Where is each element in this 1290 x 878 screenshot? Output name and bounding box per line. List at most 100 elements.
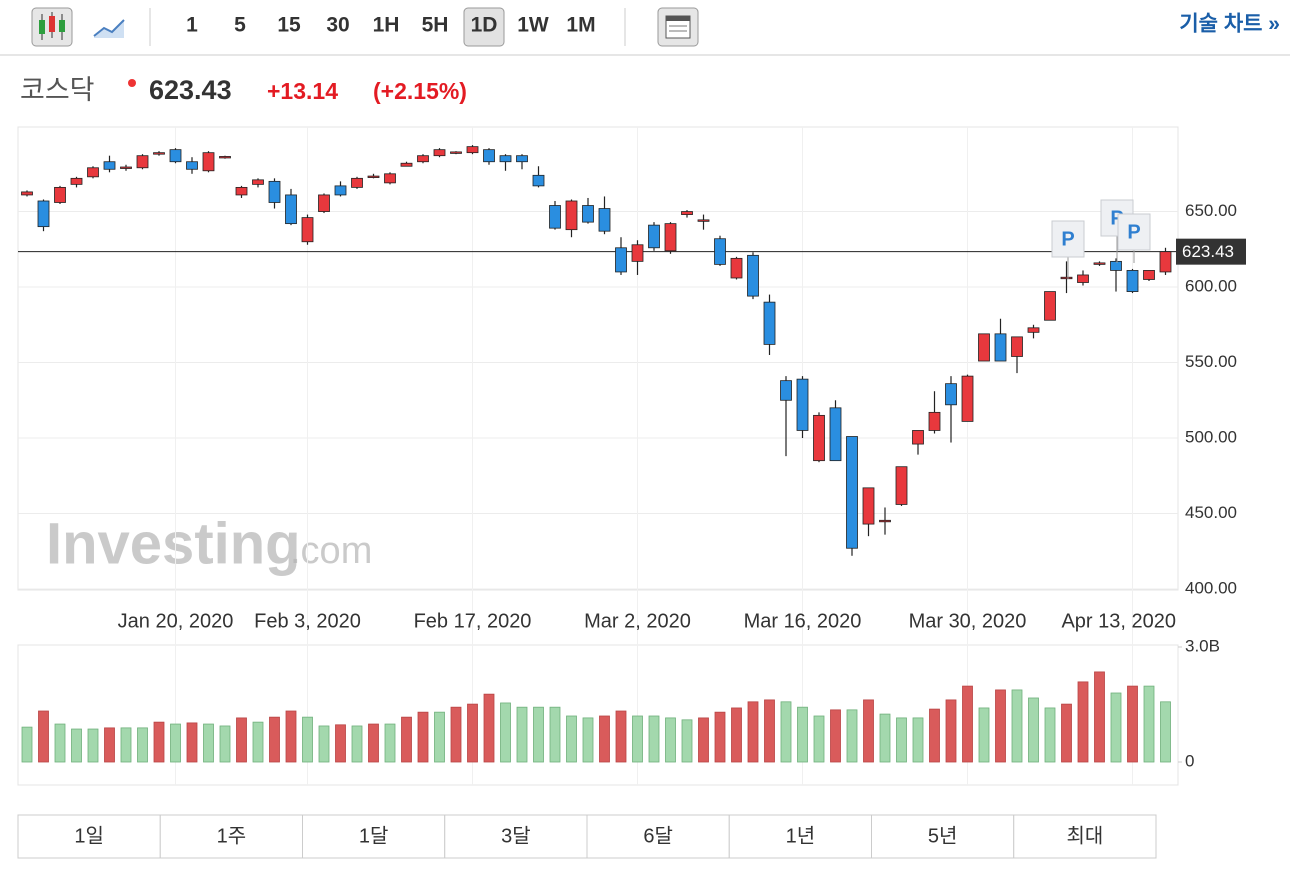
range-label[interactable]: 1일 (74, 824, 104, 847)
candle-body (763, 301, 776, 345)
candle-body (829, 407, 842, 462)
candle-body (202, 152, 215, 172)
candle-body (219, 156, 231, 159)
range-button[interactable] (17, 814, 161, 859)
x-tick-label: Mar 30, 2020 (909, 610, 1027, 632)
range-button[interactable] (1013, 814, 1157, 859)
marker-flag[interactable] (1051, 220, 1085, 258)
candle-body (648, 224, 660, 249)
volume-bar (500, 702, 511, 763)
volume-bar (632, 715, 643, 763)
candle-icon[interactable] (31, 7, 73, 47)
change-percent: (+2.15%) (373, 78, 467, 104)
interval-button[interactable]: 15 (277, 14, 301, 37)
candle-body (697, 219, 710, 222)
range-label[interactable]: 1주 (217, 825, 247, 847)
volume-bar (813, 715, 825, 763)
candle-body (87, 167, 99, 178)
candle-body (301, 217, 314, 243)
candle-body (846, 436, 858, 549)
watermark: Investing .com (46, 511, 372, 576)
y-tick-label: 600.00 (1185, 277, 1237, 296)
volume-bar (1028, 697, 1039, 763)
volume-bar (1044, 707, 1056, 763)
candle-body (928, 411, 941, 431)
candle-body (483, 149, 495, 163)
volume-bar (945, 699, 957, 763)
range-button[interactable] (871, 814, 1015, 859)
volume-bar (384, 723, 396, 763)
interval-button[interactable]: 5 (234, 14, 246, 37)
x-tick-label: Feb 17, 2020 (414, 610, 532, 632)
candle-body (334, 185, 347, 196)
volume-bar (1061, 703, 1072, 763)
live-dot (128, 79, 136, 87)
y-tick-label: 500.00 (1185, 428, 1237, 447)
y-tick-label: 400.00 (1185, 578, 1237, 597)
y-tick-label: 450.00 (1185, 503, 1237, 522)
range-label[interactable]: 1년 (786, 824, 816, 847)
volume-bar (516, 706, 528, 763)
candle-body (1110, 260, 1122, 271)
technical-chart-link[interactable]: 기술 차트 » (1179, 13, 1280, 36)
range-label[interactable]: 1달 (359, 824, 389, 847)
interval-button[interactable]: 1M (566, 14, 595, 37)
interval-button[interactable]: 1W (517, 14, 549, 37)
volume-bar (351, 725, 363, 763)
candle-body (466, 146, 479, 154)
range-label[interactable]: 6달 (643, 824, 673, 847)
volume-bar (615, 710, 627, 763)
volume-bar (978, 707, 990, 763)
candle-body (912, 430, 924, 445)
candle-body (54, 186, 66, 203)
range-label[interactable]: 5년 (928, 824, 958, 847)
volume-bar (879, 713, 891, 763)
layout-icon[interactable] (657, 7, 699, 47)
volume-bar (302, 716, 313, 763)
range-label[interactable]: 3달 (501, 824, 531, 847)
interval-button[interactable]: 30 (326, 14, 349, 37)
index-name: 코스닥 (20, 75, 95, 105)
candle-body (450, 151, 462, 154)
volume-bar (731, 707, 742, 763)
volume-bar (995, 689, 1006, 763)
candle-body (1027, 327, 1040, 333)
change: +13.14 (267, 78, 338, 104)
candle-body (516, 155, 528, 163)
interval-button[interactable]: 5H (422, 14, 449, 37)
candle-body (384, 173, 396, 184)
volume-bar (764, 699, 775, 763)
watermark-brand: Investing (46, 511, 301, 576)
marker-label[interactable]: P (1127, 221, 1140, 243)
volume-bar (665, 717, 676, 763)
volume-bar (417, 711, 429, 763)
interval-button[interactable]: 1D (471, 14, 498, 37)
candle-body (252, 179, 264, 185)
volume-bar (467, 703, 478, 763)
marker-label[interactable]: P (1061, 228, 1074, 250)
price-pane (17, 126, 1179, 591)
volume-bar (54, 723, 66, 763)
candle-body (186, 161, 198, 170)
range-button[interactable] (444, 814, 588, 859)
interval-button[interactable]: 1 (186, 14, 198, 37)
line-icon[interactable] (93, 19, 125, 38)
marker-flag[interactable] (1117, 213, 1151, 251)
candle-body (153, 152, 165, 155)
interval-button[interactable]: 1H (373, 14, 400, 37)
candle-body (1011, 336, 1023, 357)
candle-body (945, 383, 957, 406)
candle-body (631, 244, 644, 262)
range-label[interactable]: 최대 (1066, 824, 1103, 847)
volume-bar (21, 726, 33, 763)
candle-body (1093, 262, 1106, 265)
volume-bar (549, 706, 561, 763)
volume-bar (434, 711, 445, 763)
volume-bar (38, 710, 49, 763)
volume-bar (483, 693, 495, 763)
volume-bar (71, 728, 82, 763)
range-button[interactable] (586, 814, 730, 859)
candle-body (681, 211, 693, 215)
range-button[interactable] (728, 814, 872, 859)
volume-bar (1160, 701, 1171, 763)
